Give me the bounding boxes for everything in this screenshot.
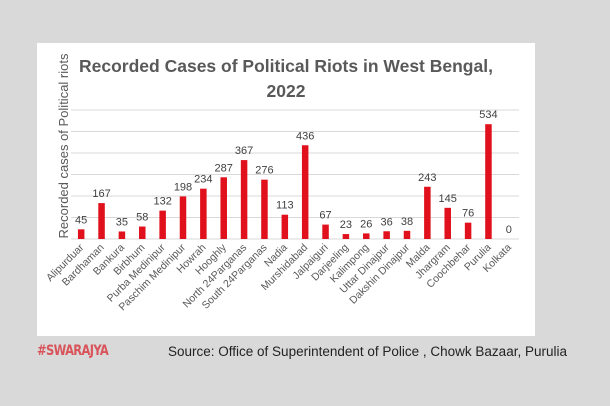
- chart-title-line-2: 2022: [267, 81, 306, 101]
- data-label: 167: [92, 188, 110, 200]
- bar: [179, 196, 187, 239]
- bar: [77, 229, 85, 239]
- swarajya-logo: #SWARAJYA: [37, 343, 109, 359]
- data-label: 198: [174, 181, 192, 193]
- data-label: 367: [235, 145, 253, 157]
- data-label: 45: [75, 214, 87, 226]
- bar: [200, 188, 207, 239]
- data-label: 113: [276, 200, 294, 212]
- bar: [159, 210, 166, 239]
- bar: [281, 214, 289, 239]
- data-label: 38: [401, 216, 413, 228]
- bar: [444, 207, 451, 239]
- data-label: 23: [340, 219, 352, 231]
- bar: [139, 226, 146, 239]
- data-label: 36: [381, 216, 393, 228]
- bar: [220, 177, 227, 239]
- bar: [240, 160, 248, 239]
- data-label: 287: [215, 162, 233, 174]
- bar: [485, 124, 492, 239]
- data-label: 132: [153, 196, 171, 208]
- data-label: 67: [319, 210, 331, 222]
- data-label: 534: [479, 109, 497, 121]
- bar: [98, 203, 105, 239]
- data-label: 243: [418, 172, 436, 184]
- data-label: 145: [439, 193, 457, 205]
- data-label: 58: [136, 212, 148, 224]
- source-note: Source: Office of Superintendent of Poli…: [168, 344, 567, 359]
- bar: [118, 231, 126, 239]
- bar: [322, 224, 329, 239]
- bar: [301, 145, 309, 239]
- chart-panel: Recorded Cases of Political Riots in Wes…: [37, 43, 535, 336]
- data-label: 0: [506, 224, 512, 236]
- data-label: 276: [255, 165, 273, 177]
- bar: [261, 179, 268, 239]
- bar-chart: Recorded Cases of Political Riots in Wes…: [44, 53, 519, 313]
- chart-title-line-1: Recorded Cases of Political Riots in Wes…: [79, 56, 493, 76]
- bar: [342, 234, 350, 239]
- data-label: 26: [360, 218, 372, 230]
- data-label: 234: [194, 174, 212, 186]
- y-axis-label: Recorded cases of Political riots: [56, 53, 71, 238]
- bar: [424, 186, 431, 239]
- data-label: 436: [296, 130, 314, 142]
- bar: [383, 231, 390, 239]
- data-label: 76: [462, 208, 474, 220]
- data-label: 35: [116, 216, 128, 228]
- bar: [403, 230, 411, 239]
- bar: [464, 222, 472, 239]
- bar: [363, 233, 370, 239]
